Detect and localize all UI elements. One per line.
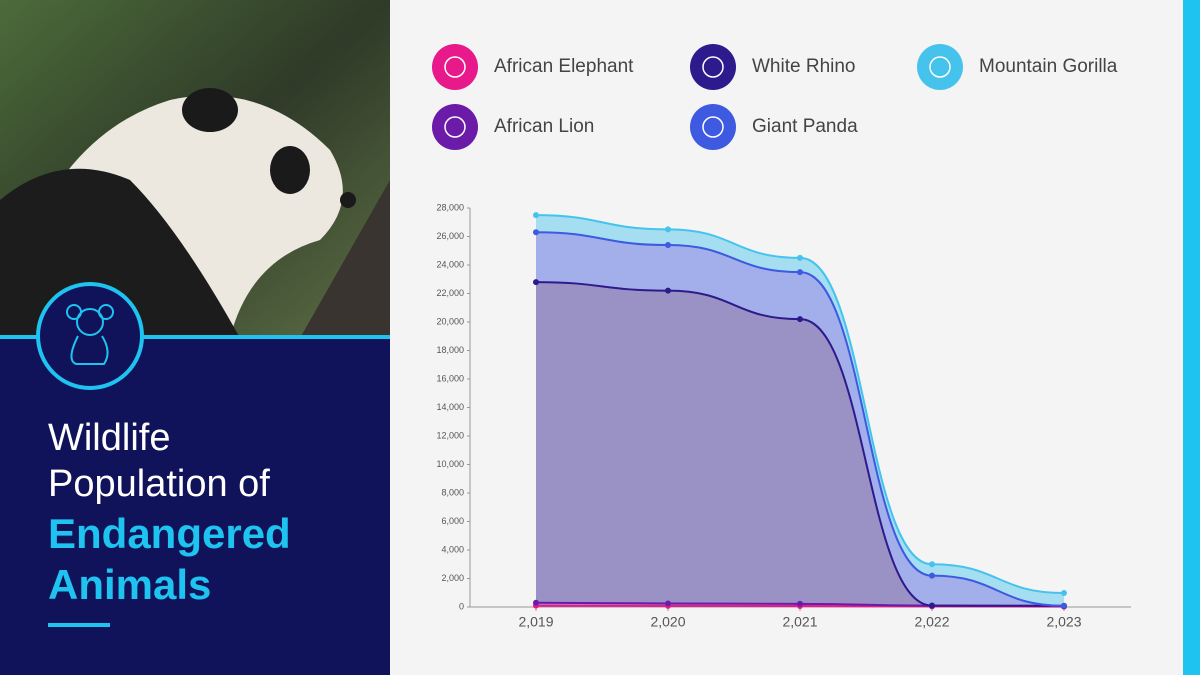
point [929, 572, 935, 579]
legend-glyph [444, 56, 466, 78]
y-tick-label: 10,000 [436, 459, 464, 469]
y-tick-label: 2,000 [441, 573, 464, 583]
y-tick-label: 8,000 [441, 487, 464, 497]
legend-icon [690, 104, 736, 150]
point [797, 600, 803, 607]
divider [0, 335, 390, 339]
x-tick-label: 2,019 [518, 614, 553, 630]
legend-icon [432, 104, 478, 150]
y-tick-label: 20,000 [436, 316, 464, 326]
legend-icon [690, 44, 736, 90]
legend-label: Mountain Gorilla [979, 56, 1118, 77]
point [929, 561, 935, 568]
line [535, 281, 1065, 607]
legend-label: African Lion [494, 116, 594, 137]
title-highlight: Endangered [48, 510, 291, 557]
legend-label: White Rhino [752, 56, 856, 77]
background [390, 0, 1200, 675]
point [533, 212, 539, 219]
title-line: Wildlife [48, 417, 170, 459]
point [797, 254, 803, 261]
y-tick-label: 22,000 [436, 288, 464, 298]
x-tick-label: 2,020 [650, 614, 685, 630]
y-tick-label: 24,000 [436, 259, 464, 269]
y-tick-label: 0 [459, 601, 464, 611]
legend-glyph [929, 56, 951, 78]
legend-glyph [702, 56, 724, 78]
y-tick-label: 28,000 [436, 202, 464, 212]
line [535, 214, 1065, 595]
point [665, 287, 671, 294]
title-panel [0, 338, 390, 675]
point [1061, 590, 1067, 597]
point [797, 316, 803, 323]
area [536, 282, 1064, 606]
point [533, 279, 539, 286]
y-tick-label: 14,000 [436, 402, 464, 412]
accent-strip [1183, 0, 1200, 675]
point [533, 229, 539, 236]
line [535, 231, 1065, 607]
area [536, 232, 1064, 606]
title-underline [48, 623, 110, 627]
y-tick-label: 12,000 [436, 430, 464, 440]
point [665, 226, 671, 233]
y-tick-label: 4,000 [441, 544, 464, 554]
y-tick-label: 18,000 [436, 345, 464, 355]
point [665, 242, 671, 249]
x-tick-label: 2,022 [914, 614, 949, 630]
koala-icon [66, 304, 114, 365]
legend-icon [432, 44, 478, 90]
point [1061, 602, 1067, 609]
point [665, 600, 671, 607]
legend-label: African Elephant [494, 56, 634, 77]
legend-icon [917, 44, 963, 90]
title-highlight: Animals [48, 561, 211, 608]
legend-glyph [702, 116, 724, 138]
point [797, 269, 803, 276]
legend-glyph [444, 116, 466, 138]
legend-label: Giant Panda [752, 116, 858, 137]
point [533, 599, 539, 606]
x-tick-label: 2,021 [782, 614, 817, 630]
y-tick-label: 16,000 [436, 373, 464, 383]
y-tick-label: 26,000 [436, 231, 464, 241]
y-tick-label: 6,000 [441, 516, 464, 526]
point [929, 602, 935, 609]
title-line: Population of [48, 463, 270, 505]
x-tick-label: 2,023 [1046, 614, 1081, 630]
